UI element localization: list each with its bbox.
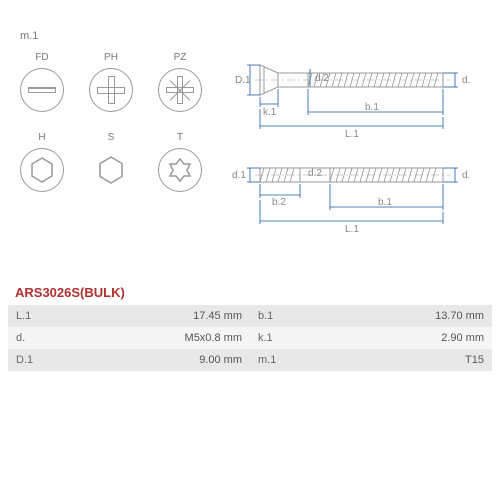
dim-d1b: d.1 bbox=[232, 170, 246, 181]
drive-label: PZ bbox=[158, 52, 202, 63]
table-row: D.1 9.00 mm m.1 T15 bbox=[8, 349, 492, 371]
drive-label: PH bbox=[89, 52, 133, 63]
spec-key: L.1 bbox=[8, 305, 69, 327]
spec-key: D.1 bbox=[8, 349, 69, 371]
dim-L1: L.1 bbox=[345, 129, 359, 140]
spec-val: 17.45 mm bbox=[69, 305, 251, 327]
spec-val: 9.00 mm bbox=[69, 349, 251, 371]
torx-drive-icon bbox=[158, 148, 202, 192]
dim-L1b: L.1 bbox=[345, 224, 359, 235]
spec-val: 2.90 mm bbox=[311, 327, 493, 349]
dim-b1: b.1 bbox=[365, 102, 379, 113]
drive-label: H bbox=[20, 132, 64, 143]
spec-table: L.1 17.45 mm b.1 13.70 mm d. M5x0.8 mm k… bbox=[8, 305, 492, 371]
spec-key: m.1 bbox=[250, 349, 311, 371]
technical-drawings: D.1 d.2 d. k.1 b.1 L.1 d.1 d.2 d. b.2 b.… bbox=[230, 25, 490, 255]
drive-fd: FD bbox=[20, 52, 64, 112]
dim-D1: D.1 bbox=[235, 75, 251, 86]
drive-type-section: m.1 FD PH PZ H S T bbox=[20, 30, 220, 212]
screw-diagram-svg: D.1 d.2 d. k.1 b.1 L.1 d.1 d.2 d. b.2 b.… bbox=[230, 25, 490, 255]
spec-key: b.1 bbox=[250, 305, 311, 327]
drive-pz: PZ bbox=[158, 52, 202, 112]
dim-d2b: d.2 bbox=[308, 168, 322, 179]
spec-val: 13.70 mm bbox=[311, 305, 493, 327]
table-row: d. M5x0.8 mm k.1 2.90 mm bbox=[8, 327, 492, 349]
drive-row-2: H S T bbox=[20, 132, 220, 192]
spec-key: d. bbox=[8, 327, 69, 349]
hex-socket-icon bbox=[20, 148, 64, 192]
dim-d: d. bbox=[462, 75, 470, 86]
hex-head-icon bbox=[89, 148, 133, 192]
phillips-drive-icon bbox=[89, 68, 133, 112]
drive-label: S bbox=[89, 132, 133, 143]
drive-ph: PH bbox=[89, 52, 133, 112]
drive-h: H bbox=[20, 132, 64, 192]
slot-drive-icon bbox=[20, 68, 64, 112]
dim-b2: b.2 bbox=[272, 197, 286, 208]
part-number: ARS3026S(BULK) bbox=[15, 285, 125, 300]
dim-d2: d.2 bbox=[315, 73, 329, 84]
drive-s: S bbox=[89, 132, 133, 192]
drive-t: T bbox=[158, 132, 202, 192]
drive-row-1: FD PH PZ bbox=[20, 52, 220, 112]
pozidriv-drive-icon bbox=[158, 68, 202, 112]
spec-key: k.1 bbox=[250, 327, 311, 349]
dim-b1b: b.1 bbox=[378, 197, 392, 208]
drive-label: T bbox=[158, 132, 202, 143]
drive-section-label: m.1 bbox=[20, 30, 220, 42]
spec-val: M5x0.8 mm bbox=[69, 327, 251, 349]
spec-val: T15 bbox=[311, 349, 493, 371]
drive-label: FD bbox=[20, 52, 64, 63]
table-row: L.1 17.45 mm b.1 13.70 mm bbox=[8, 305, 492, 327]
dim-db: d. bbox=[462, 170, 470, 181]
dim-k1: k.1 bbox=[263, 107, 277, 118]
